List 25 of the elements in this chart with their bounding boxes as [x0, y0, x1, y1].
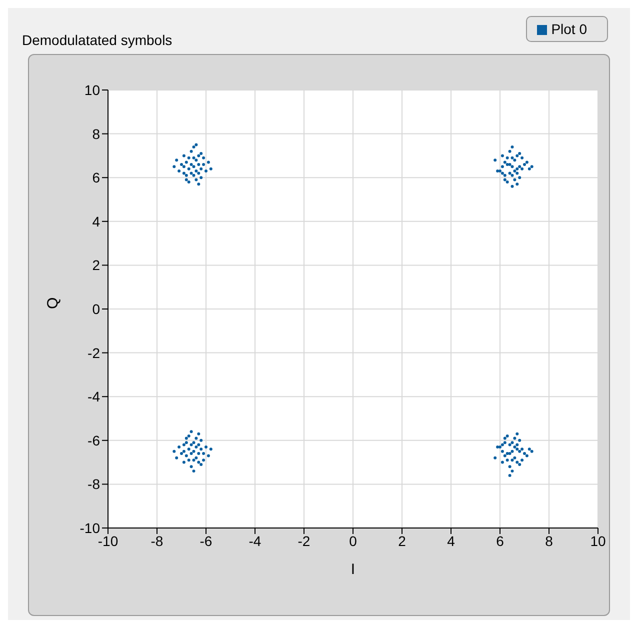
y-tick-label: -4	[88, 388, 100, 405]
x-tick-label: -4	[248, 532, 262, 549]
x-tick-label: 2	[398, 532, 406, 549]
x-tick-label: 0	[349, 532, 358, 549]
y-tick-label: -10	[80, 520, 100, 536]
y-tick-label: 10	[84, 82, 100, 98]
y-tick-label: 6	[92, 170, 100, 186]
y-axis-title: Q	[44, 297, 62, 309]
x-axis-title: I	[350, 561, 356, 578]
x-tick-label: -2	[298, 532, 310, 549]
x-tick-label: 6	[496, 532, 504, 549]
y-tick-label: 2	[92, 257, 100, 274]
y-tick-label: 4	[92, 213, 100, 230]
x-tick-label: -8	[150, 532, 164, 549]
y-tick-label: -2	[88, 344, 100, 361]
y-tick-label: 8	[92, 126, 100, 142]
y-tick-label: -6	[88, 432, 100, 448]
x-tick-label: 10	[590, 532, 606, 549]
legend-label: Plot 0	[551, 21, 587, 37]
x-tick-label: 4	[447, 532, 456, 549]
x-tick-label: 8	[545, 532, 554, 549]
y-tick-label: -8	[88, 476, 100, 492]
y-tick-label: 0	[92, 300, 100, 317]
chart-title: Demodulatated symbols	[22, 32, 172, 48]
x-tick-label: -6	[200, 532, 212, 549]
